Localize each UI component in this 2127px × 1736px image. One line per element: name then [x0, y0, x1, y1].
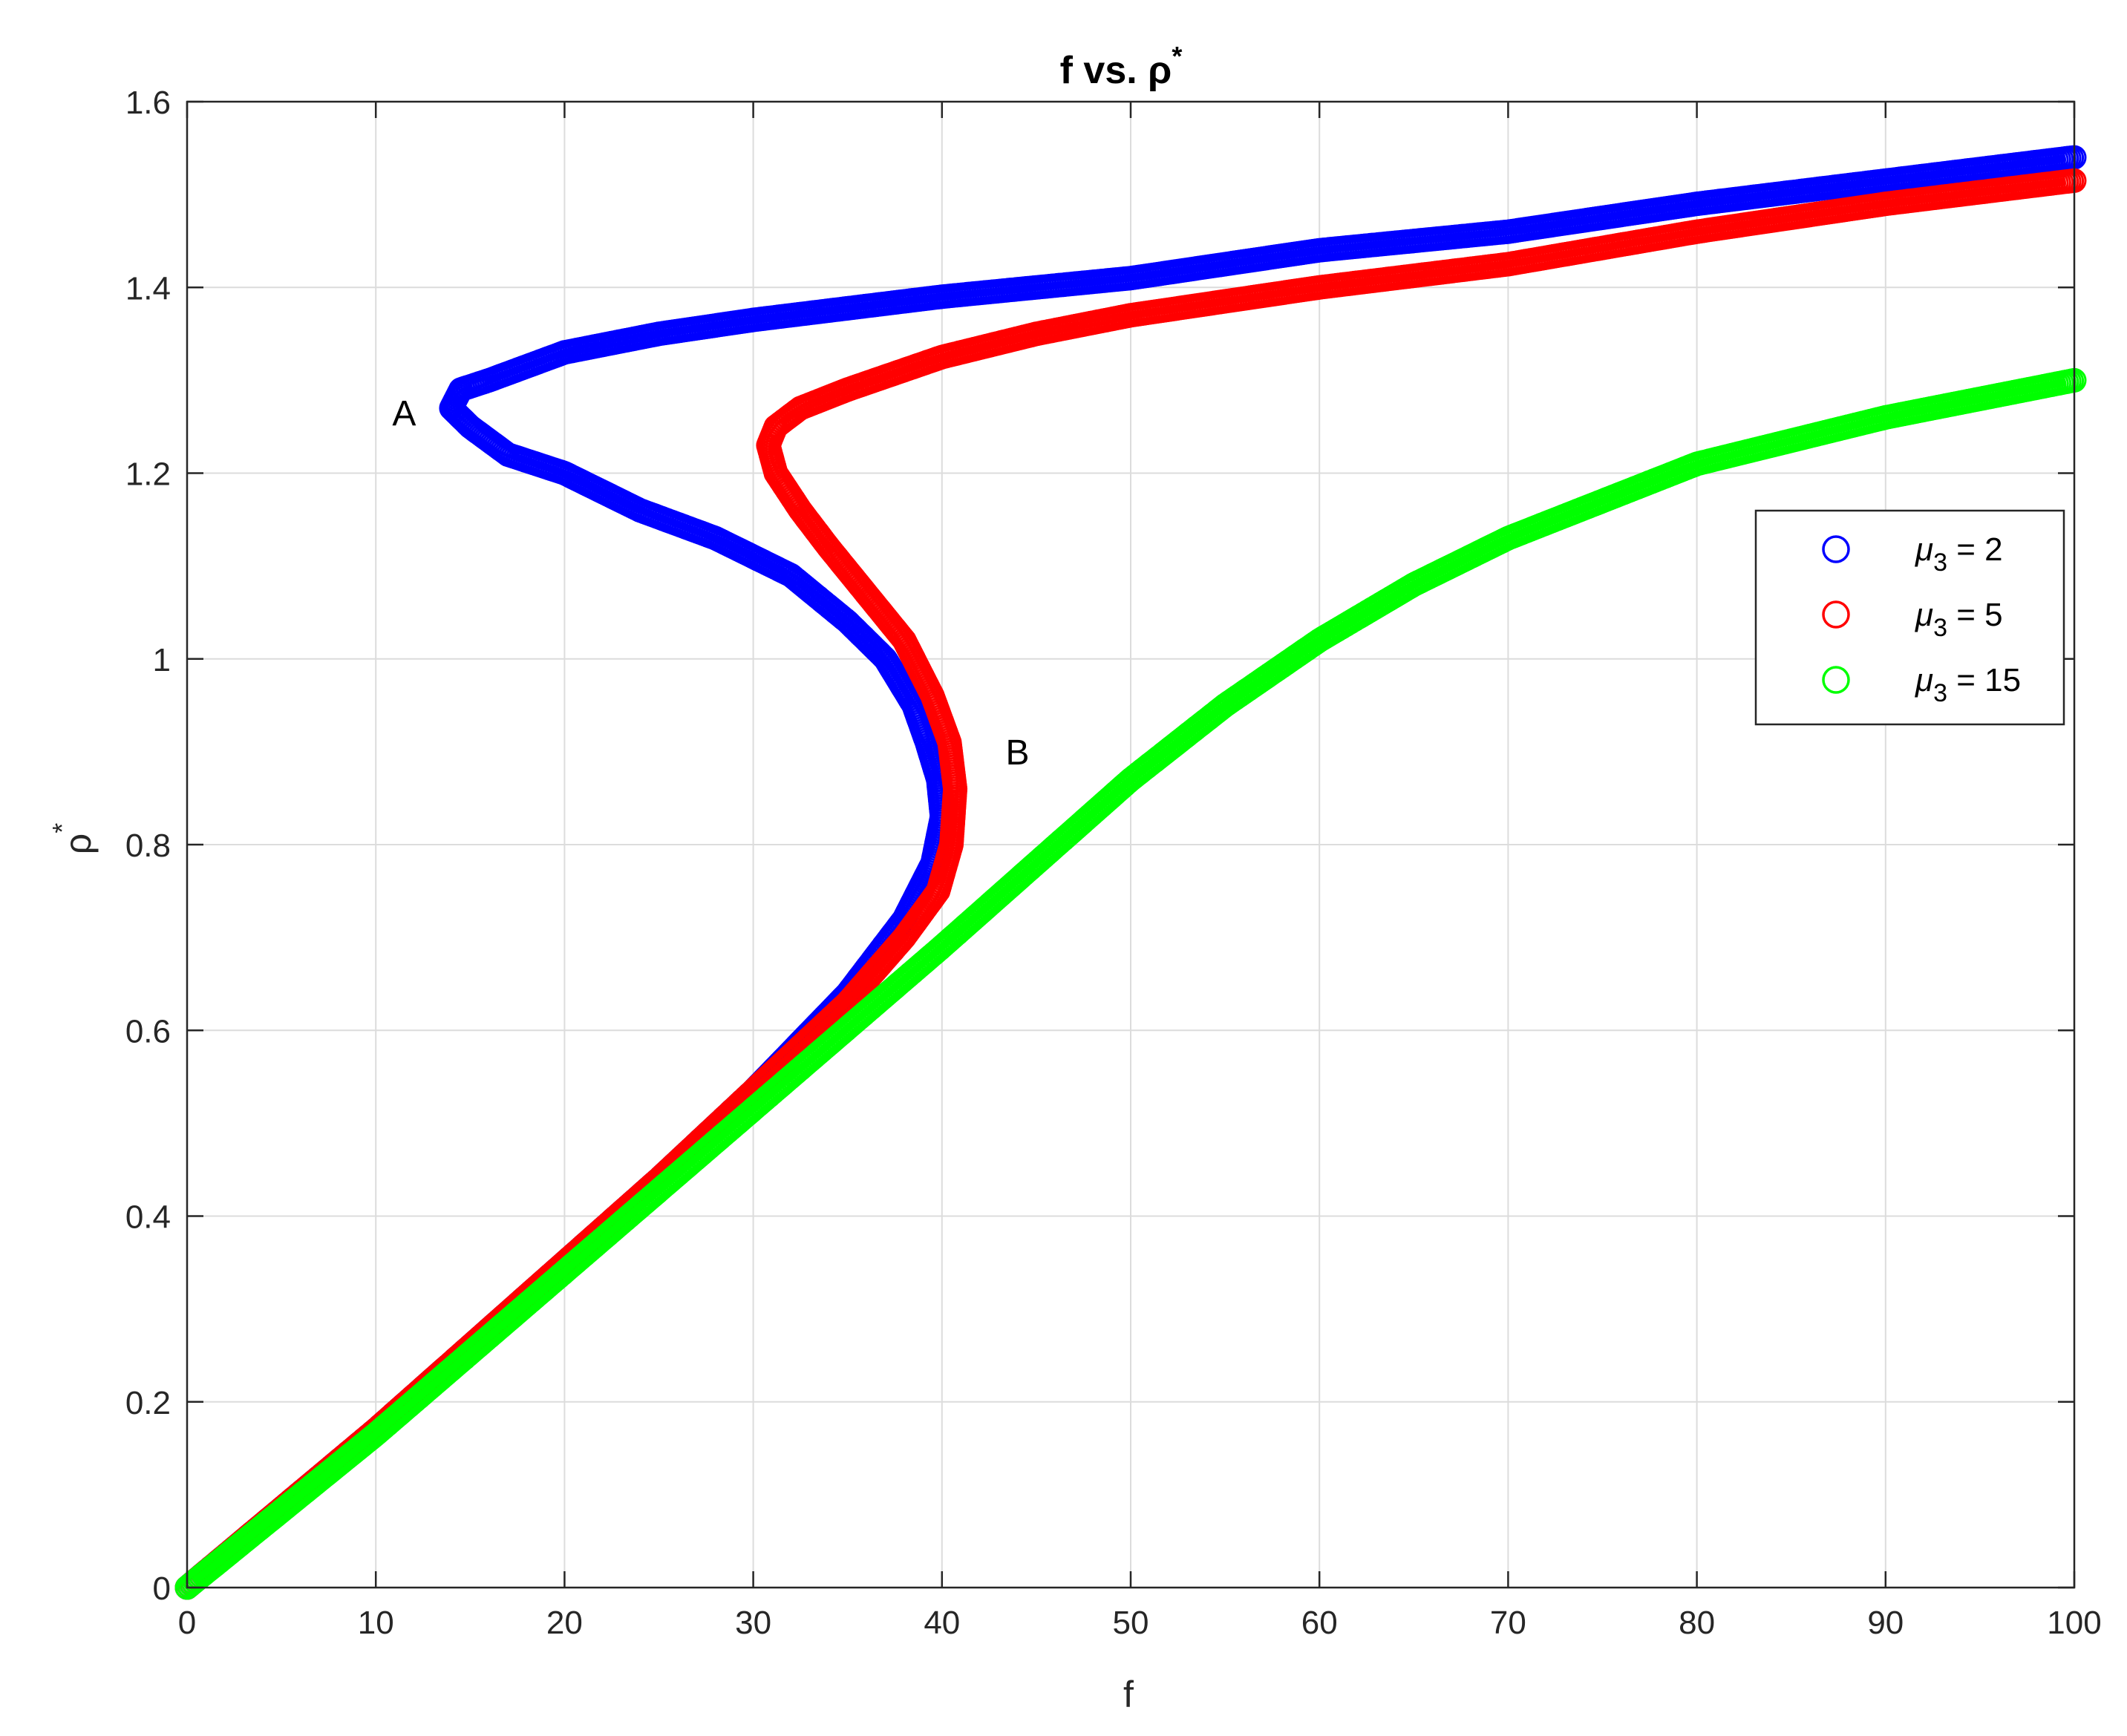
y-tick-label: 0.2	[125, 1385, 171, 1421]
x-tick-label: 50	[1113, 1605, 1149, 1641]
legend-label-3: μ3 = 15	[1915, 662, 2021, 707]
y-tick-label: 1.4	[125, 270, 171, 307]
y-axis-label-superscript: *	[47, 823, 77, 833]
legend-marker-1	[1822, 535, 1850, 563]
x-tick-label: 80	[1679, 1605, 1715, 1641]
tick-labels: 0 10 20 30 40 50 60 70 80 90 100 0 0.2 0.4 0.6 0.8 1 1.2 1…	[125, 85, 2102, 1641]
legend-marker-2	[1822, 600, 1850, 629]
annotations: AB	[392, 394, 1029, 773]
chart-title-superscript: *	[1172, 41, 1182, 71]
x-tick-label: 90	[1867, 1605, 1904, 1641]
ticks	[186, 100, 2076, 1589]
y-tick-label: 1	[153, 642, 171, 678]
series-layer	[174, 145, 2087, 1600]
series-3	[174, 367, 2087, 1600]
x-tick-label: 20	[546, 1605, 583, 1641]
y-axis-label-group: ρ*	[47, 823, 99, 854]
annotation-b: B	[1005, 733, 1029, 773]
legend-value: = 5	[1947, 597, 2003, 633]
legend-subscript: 3	[1933, 679, 1947, 707]
legend-value: = 15	[1947, 662, 2021, 698]
legend-value: = 2	[1947, 531, 2003, 568]
y-tick-label: 1.2	[125, 456, 171, 493]
legend-mu: μ	[1915, 597, 1933, 633]
annotation-a: A	[392, 394, 416, 433]
x-tick-label: 70	[1490, 1605, 1526, 1641]
x-tick-label: 40	[924, 1605, 960, 1641]
legend-subscript: 3	[1933, 614, 1947, 642]
y-tick-label: 0.6	[125, 1013, 171, 1049]
y-tick-label: 1.6	[125, 85, 171, 121]
y-tick-label: 0	[153, 1570, 171, 1607]
y-tick-label: 0.4	[125, 1199, 171, 1236]
legend-label-2: μ3 = 5	[1915, 597, 2003, 642]
y-tick-label: 0.8	[125, 828, 171, 864]
x-axis-label: f	[1123, 1674, 1134, 1715]
x-tick-label: 60	[1301, 1605, 1338, 1641]
legend-subscript: 3	[1933, 548, 1947, 577]
y-axis-label: ρ*	[47, 823, 99, 854]
x-tick-label: 100	[2047, 1605, 2101, 1641]
legend-label-1: μ3 = 2	[1915, 531, 2003, 577]
legend-mu: μ	[1915, 531, 1933, 568]
legend-box	[1754, 509, 2065, 726]
chart-title: f vs. ρ*	[1060, 41, 1183, 92]
legend-marker-3	[1822, 666, 1850, 694]
x-tick-label: 30	[735, 1605, 771, 1641]
legend-mu: μ	[1915, 662, 1933, 698]
x-tick-label: 0	[178, 1605, 196, 1641]
x-tick-label: 10	[358, 1605, 394, 1641]
legend: μ3 = 2μ3 = 5μ3 = 15	[1754, 509, 2065, 726]
